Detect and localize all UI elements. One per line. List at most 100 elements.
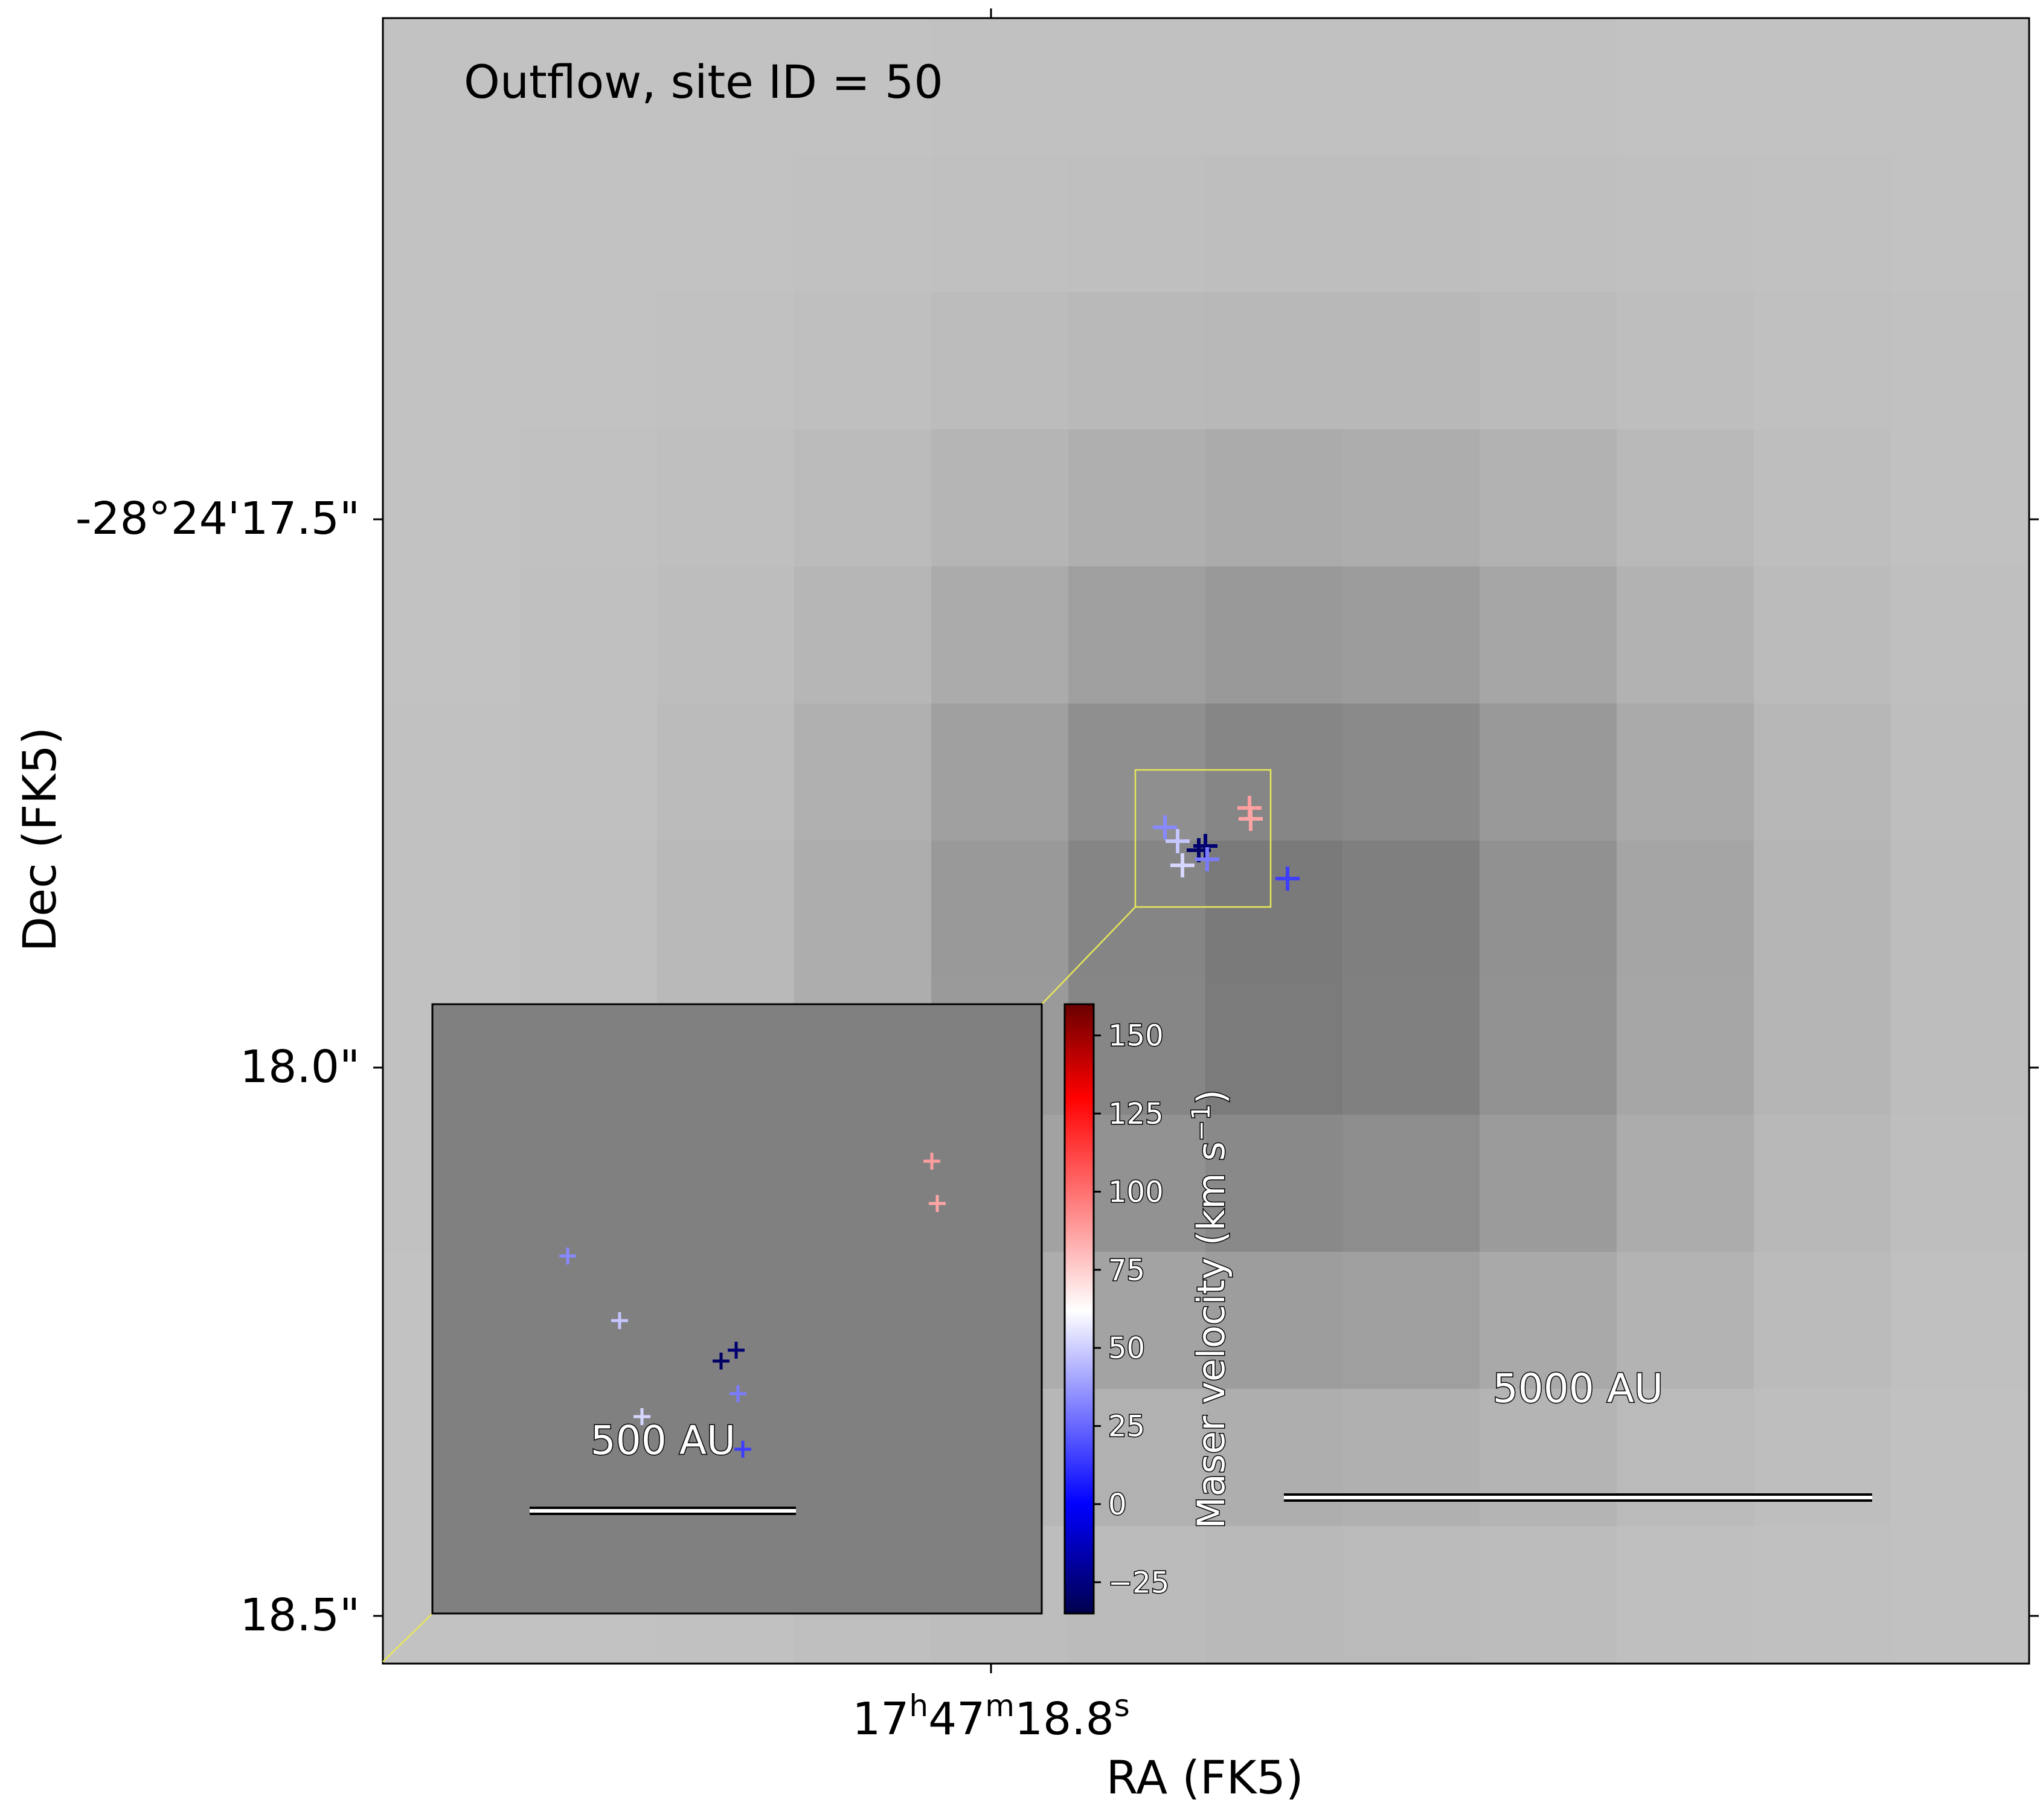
x-axis-label: RA (FK5) (1106, 1751, 1303, 1804)
image-pixel (1617, 1526, 1754, 1664)
main-scalebar: 5000 AU (1284, 1365, 1872, 1502)
image-pixel (1617, 841, 1754, 978)
image-pixel (657, 18, 795, 156)
colorbar-tick-label: −25 (1108, 1566, 1169, 1600)
image-pixel (1205, 566, 1343, 704)
image-pixel (1480, 978, 1617, 1115)
main-scalebar-label: 5000 AU (1493, 1365, 1663, 1412)
image-pixel (1480, 155, 1617, 293)
image-pixel (1617, 429, 1754, 567)
image-pixel (1342, 1389, 1480, 1527)
image-pixel (1754, 1389, 1891, 1527)
image-pixel (1342, 1115, 1480, 1252)
image-pixel (1891, 429, 2029, 567)
image-pixel (657, 566, 795, 704)
image-pixel (1480, 429, 1617, 567)
maser-marker-inset (929, 1195, 946, 1212)
maser-marker-main (1166, 829, 1190, 853)
main-image (383, 18, 2029, 1664)
image-pixel (794, 566, 932, 704)
image-pixel (1480, 18, 1617, 156)
image-pixel (520, 566, 658, 704)
image-pixel (657, 703, 795, 841)
colorbar-bar (1063, 1003, 1095, 1615)
image-pixel (931, 155, 1069, 293)
image-pixel (520, 292, 658, 430)
image-pixel (1480, 292, 1617, 430)
image-pixel (1754, 1252, 1891, 1389)
image-pixel (1342, 978, 1480, 1115)
image-pixel (1891, 1389, 2029, 1527)
image-pixel (1480, 566, 1617, 704)
image-pixel (383, 703, 521, 841)
image-pixel (383, 566, 521, 704)
image-pixel (1617, 566, 1754, 704)
image-pixel (1754, 18, 1891, 156)
image-pixel (520, 155, 658, 293)
image-pixel (1480, 1115, 1617, 1252)
image-pixel (1480, 1526, 1617, 1664)
image-pixel (1891, 18, 2029, 156)
image-pixel (1068, 703, 1206, 841)
image-pixel (1480, 841, 1617, 978)
image-pixel (794, 841, 932, 978)
image-pixel (794, 429, 932, 567)
image-pixel (1617, 1389, 1754, 1527)
maser-marker-main (1275, 867, 1300, 891)
zoom-box (382, 769, 1272, 1662)
image-pixel (1068, 429, 1206, 567)
image-pixel (1891, 292, 2029, 430)
maser-marker-main (1170, 853, 1195, 877)
image-pixel (1342, 292, 1480, 430)
image-pixel (657, 292, 795, 430)
image-pixel (520, 703, 658, 841)
image-pixel (1205, 1115, 1343, 1252)
image-pixel (1617, 1115, 1754, 1252)
y-tick-label-1: -28°24'17.5" (75, 493, 360, 545)
image-pixel (657, 155, 795, 293)
maser-marker-inset (633, 1408, 650, 1425)
image-pixel (520, 18, 658, 156)
image-pixels (383, 18, 2029, 1664)
image-pixel (1617, 155, 1754, 293)
image-pixel (1342, 18, 1480, 156)
image-pixel (1754, 703, 1891, 841)
y-tick-label-3: 18.5" (240, 1589, 360, 1641)
image-pixel (1754, 978, 1891, 1115)
colorbar-tick-label: 125 (1108, 1097, 1164, 1131)
image-pixel (520, 429, 658, 567)
image-pixel (794, 18, 932, 156)
image-pixel (1205, 703, 1343, 841)
image-pixel (1480, 1252, 1617, 1389)
image-pixel (1205, 429, 1343, 567)
image-pixel (1754, 429, 1891, 567)
image-pixel (1754, 155, 1891, 293)
image-pixel (794, 292, 932, 430)
image-pixel (1891, 841, 2029, 978)
colorbar-tick-label: 50 (1108, 1331, 1145, 1365)
image-pixel (1617, 292, 1754, 430)
image-pixel (1068, 841, 1206, 978)
axis-ticks (373, 8, 2039, 1673)
image-pixel (794, 703, 932, 841)
colorbar: −25 0 25 50 75 100 125 150 Maser velocity (km s… (1063, 1003, 1234, 1615)
colorbar-tick-label: 0 (1108, 1488, 1127, 1522)
image-pixel (1617, 703, 1754, 841)
image-pixel (383, 292, 521, 430)
maser-marker-inset (559, 1248, 576, 1264)
image-pixel (1205, 18, 1343, 156)
image-pixel (1205, 841, 1343, 978)
image-pixel (931, 18, 1069, 156)
image-pixel (931, 841, 1069, 978)
maser-marker-inset (611, 1312, 628, 1329)
image-pixel (1891, 1115, 2029, 1252)
image-pixel (931, 566, 1069, 704)
image-pixel (1754, 1115, 1891, 1252)
image-pixel (1342, 1252, 1480, 1389)
colorbar-ticks: −25 0 25 50 75 100 125 150 (1094, 1018, 1170, 1601)
colorbar-tick-label: 25 (1108, 1410, 1145, 1444)
chart-title: Outflow, site ID = 50 (464, 55, 943, 109)
maser-marker-inset (923, 1153, 940, 1170)
image-pixel (1891, 1526, 2029, 1664)
